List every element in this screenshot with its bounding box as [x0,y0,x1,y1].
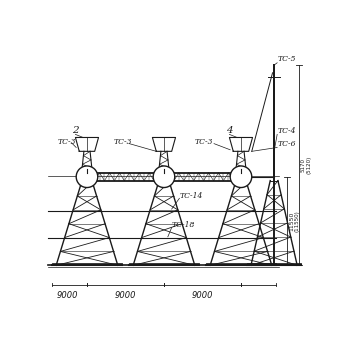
Text: ТС-18: ТС-18 [172,221,195,229]
Text: ТС-3: ТС-3 [58,138,76,146]
Text: 4: 4 [226,126,232,135]
Text: ТС-14: ТС-14 [179,191,203,200]
Text: ТС-5: ТС-5 [278,55,296,63]
Text: 9000: 9000 [57,291,78,300]
Text: 5170: 5170 [301,158,306,172]
Circle shape [230,166,252,188]
Circle shape [76,166,98,188]
Text: (11550): (11550) [295,210,300,232]
Text: ТС-6: ТС-6 [278,140,296,148]
Text: 9000: 9000 [115,291,136,300]
Text: 9000: 9000 [192,291,213,300]
Text: ТС-3: ТС-3 [114,138,132,146]
Text: (5120): (5120) [307,156,312,174]
Text: 11550: 11550 [289,211,294,231]
Text: 2: 2 [72,126,78,135]
Text: ТС-4: ТС-4 [278,127,296,135]
Circle shape [153,166,175,188]
Text: ТС-3: ТС-3 [195,138,213,146]
